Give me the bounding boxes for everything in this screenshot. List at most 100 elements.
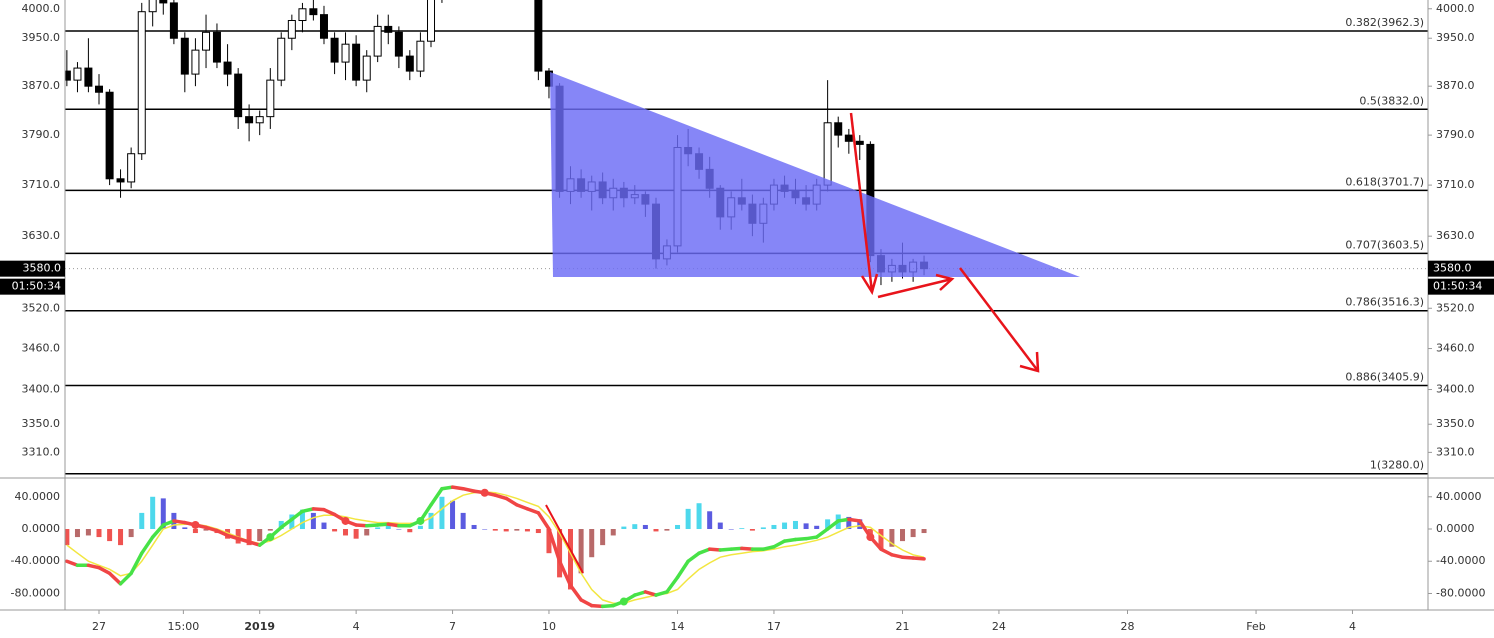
macd-segment [440,485,455,491]
histogram-bar [825,519,831,530]
macd-segment [236,536,251,544]
candle-body [65,70,71,81]
candle-body [84,67,93,87]
axes [0,0,1494,611]
cross-dot [619,597,628,606]
countdown-label: 01:50:34 [1433,280,1482,293]
candle-body [127,153,136,183]
y-tick-label: 3870.0 [1436,79,1475,92]
candle-body [116,178,125,183]
histogram-bar [364,529,370,536]
candle-body [384,25,393,33]
y-tick-label: 40.0000 [15,490,61,503]
histogram-bar [299,509,305,530]
cross-dot [416,516,425,525]
histogram-bar [182,527,188,530]
macd-segment [814,527,830,539]
candle-body [834,122,843,136]
histogram-bar [343,529,349,536]
histogram-bar [910,529,916,538]
y-tick-label: 40.0000 [1436,490,1482,503]
x-tick-label: 14 [671,620,685,633]
macd-segment [579,598,594,608]
histogram-bar [514,529,520,531]
histogram-bar [118,529,124,546]
histogram-bar [685,508,691,530]
macd-segment [686,551,701,563]
histogram-bar [246,529,252,546]
histogram-bar [739,528,745,530]
candle-body [330,37,339,63]
histogram-bar [610,529,616,536]
x-tick-label: 7 [449,620,456,633]
histogram-bar [192,529,198,534]
macd-segment [215,528,230,538]
arrow [849,112,874,293]
macd-segment [643,590,658,597]
macd-segment [161,519,176,527]
macd-segment [557,559,573,588]
macd-segment [890,553,905,559]
arrow [877,277,953,299]
macd-segment [311,507,326,512]
countdown-badge [0,278,65,295]
histogram-bar [707,511,713,530]
last-price-label: 3580.0 [23,262,62,275]
candle-body [362,55,371,81]
x-tick-label: 27 [92,620,106,633]
histogram-bar [600,529,606,546]
macd-segment [536,511,551,531]
macd-segment [697,547,712,555]
candle-body [212,31,221,63]
candle-body [148,0,157,13]
candle-body [234,73,243,118]
histogram-bar [568,529,574,590]
candle-body [277,37,286,81]
macd-segment [129,551,144,576]
histogram-bar [107,529,113,542]
candle-body [169,2,178,39]
macd-segment [707,547,723,552]
candle-body [105,91,114,180]
candle-body [416,40,425,72]
macd-segment [600,603,615,609]
histogram-bar [846,516,852,530]
macd-segment [364,523,380,528]
histogram-bar [353,529,359,539]
histogram-bar [492,529,498,531]
histogram-bar [749,529,755,531]
cross-dot [341,516,350,525]
histogram-bar [664,529,670,531]
histogram-bar [375,527,381,530]
y-tick-label: 3400.0 [1436,383,1475,396]
y-tick-label: -80.0000 [1436,586,1485,599]
y-tick-label: 0.0000 [1436,522,1475,535]
candle-body [405,55,414,72]
arrow [545,504,584,574]
y-tick-label: 4000.0 [1436,2,1475,15]
histogram-bar [728,529,734,530]
macd-segment [772,539,787,549]
x-tick-label: 4 [1349,620,1356,633]
histogram-bar [471,524,477,530]
histogram-bar [203,529,209,531]
macd-segment [150,523,166,539]
y-tick-label: 4000.0 [22,2,61,15]
y-tick-label: 3870.0 [22,79,61,92]
histogram-bar [503,529,509,532]
histogram-bar [396,529,402,530]
candle-body [373,25,382,57]
y-tick-label: 3350.0 [1436,417,1475,430]
macd-segment [740,546,755,551]
fib-label: 0.5(3832.0) [1359,94,1424,107]
candle-body [266,79,275,118]
macd-segment [782,537,798,543]
macd-segment [675,559,690,580]
triangle-pattern [550,72,1080,277]
histogram-bar [642,524,648,530]
candle-body [855,140,864,145]
macd-segment [515,503,530,511]
histogram-bar [524,529,530,532]
candle-body [341,43,350,63]
histogram-bar [482,529,488,530]
